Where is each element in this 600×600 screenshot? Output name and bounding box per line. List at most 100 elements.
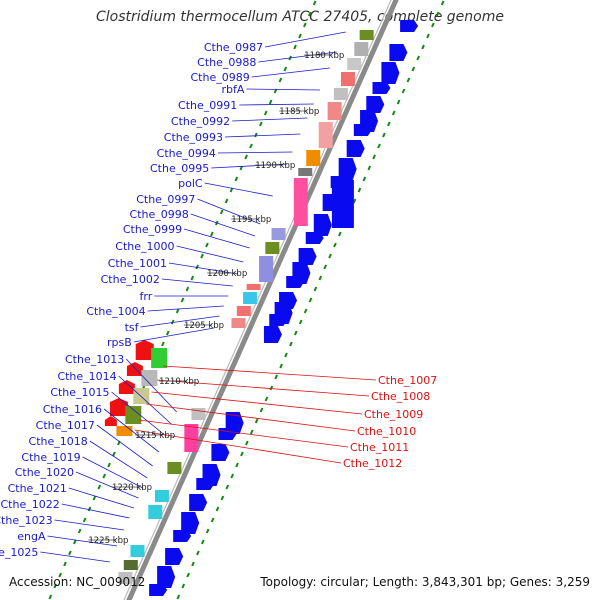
gene-label-forward[interactable]: engA <box>17 530 46 543</box>
dotted-track-outer <box>323 264 327 270</box>
cds-arrow-forward <box>372 82 391 94</box>
cds-arrow-reverse <box>104 416 117 426</box>
gene-label-forward[interactable]: Cthe_1001 <box>108 257 167 270</box>
dotted-track-inner <box>195 264 199 270</box>
dotted-track-inner <box>97 484 102 490</box>
gene-label-reverse[interactable]: Cthe_1010 <box>357 425 416 438</box>
dotted-track-outer <box>249 429 254 435</box>
gene-label-forward[interactable]: Cthe_1015 <box>50 386 109 399</box>
cds-arrow-forward <box>389 44 408 61</box>
gene-label-forward[interactable]: Cthe_0998 <box>130 208 189 221</box>
feature-block <box>340 72 355 86</box>
leader-line-forward <box>217 151 293 154</box>
gene-label-forward[interactable]: Cthe_0988 <box>197 56 256 69</box>
gene-label-forward[interactable]: Cthe_0995 <box>150 162 209 175</box>
cds-arrow-forward <box>298 248 317 265</box>
cds-arrow-forward <box>196 478 215 490</box>
gene-label-forward[interactable]: Cthe_1020 <box>15 466 74 479</box>
gene-label-forward[interactable]: tsf <box>125 321 140 334</box>
gene-label-reverse[interactable]: Cthe_1008 <box>371 390 430 403</box>
dotted-track-inner <box>102 473 106 479</box>
gene-label-forward[interactable]: Cthe_1016 <box>43 403 102 416</box>
leader-line-forward <box>96 424 153 467</box>
leader-line-forward <box>251 67 330 78</box>
leader-line-forward <box>183 228 250 249</box>
gene-label-forward[interactable]: rbfA <box>221 83 244 96</box>
gene-label-reverse[interactable]: Cthe_1011 <box>350 441 409 454</box>
feature-block <box>231 318 246 328</box>
dotted-track-outer <box>230 473 234 479</box>
gene-label-reverse[interactable]: Cthe_1012 <box>343 457 402 470</box>
gene-label-forward[interactable]: Cthe_0999 <box>123 223 182 236</box>
dotted-track-outer <box>225 484 230 490</box>
gene-label-forward[interactable]: Cthe_0992 <box>171 115 230 128</box>
gene-label-forward[interactable]: rpsB <box>107 336 132 349</box>
gene-label-forward[interactable]: Cthe_1014 <box>57 370 116 383</box>
dotted-track-inner <box>293 44 297 50</box>
dotted-track-outer <box>333 242 337 248</box>
gene-label-forward[interactable]: Cthe_1000 <box>115 240 174 253</box>
gene-label-forward[interactable]: Cthe_1013 <box>65 353 124 366</box>
gene-label-forward[interactable]: Cthe_1019 <box>21 451 80 464</box>
dotted-track-outer <box>338 231 342 237</box>
dotted-track-outer <box>362 176 367 182</box>
kbp-tick-label: 1220 kbp <box>112 483 152 493</box>
cds-arrow-forward <box>149 584 168 596</box>
gene-label-forward[interactable]: Cthe_1021 <box>8 482 67 495</box>
feature-block <box>259 256 274 282</box>
dotted-track-inner <box>82 517 87 523</box>
gene-label-forward[interactable]: frr <box>140 290 153 303</box>
leader-line-forward <box>246 88 320 91</box>
dotted-track-outer <box>196 550 200 556</box>
topology-text: Topology: circular; <box>260 575 373 589</box>
cds-arrow-forward <box>269 314 288 326</box>
gene-label-forward[interactable]: Cthe_1022 <box>0 498 59 511</box>
gene-label-forward[interactable]: Cthe_0991 <box>178 99 237 112</box>
gene-label-forward[interactable]: Cthe_1002 <box>101 273 160 286</box>
gene-label-forward[interactable]: Cthe_1017 <box>36 419 95 432</box>
feature-block-reverse <box>116 426 133 436</box>
feature-block <box>327 102 342 120</box>
cds-arrow-forward <box>189 494 208 511</box>
dotted-track-inner <box>58 572 62 578</box>
dotted-track-outer <box>396 99 401 105</box>
gene-label-forward[interactable]: Cthe_1025 <box>0 546 38 559</box>
gene-label-forward[interactable]: Cthe_0987 <box>204 41 263 54</box>
gene-label-forward[interactable]: Cthe_0993 <box>164 131 223 144</box>
feature-block <box>306 150 321 166</box>
leader-line-forward <box>190 213 256 237</box>
gene-label-forward[interactable]: Cthe_0989 <box>191 71 250 84</box>
cds-arrow-forward <box>173 530 192 542</box>
gene-label-forward[interactable]: polC <box>178 177 203 190</box>
dotted-track-inner <box>307 11 312 17</box>
gene-label-forward[interactable]: Cthe_1018 <box>29 435 88 448</box>
gene-label-forward[interactable]: Cthe_0997 <box>136 193 195 206</box>
leader-line-reverse <box>139 419 349 448</box>
leader-line-forward <box>176 245 244 263</box>
dotted-track-outer <box>240 451 244 457</box>
cds-arrow-forward <box>181 512 200 534</box>
gene-label-reverse[interactable]: Cthe_1009 <box>364 408 423 421</box>
cds-arrow-forward <box>346 140 365 157</box>
leader-line-forward <box>125 358 177 413</box>
gene-label-forward[interactable]: Cthe_1023 <box>0 514 53 527</box>
backbone-main <box>126 0 399 600</box>
gene-label-forward[interactable]: Cthe_1004 <box>86 305 145 318</box>
kbp-tick-label: 1185 kbp <box>279 107 319 117</box>
leader-line-forward <box>168 262 239 275</box>
gene-label-forward[interactable]: Cthe_0994 <box>157 147 216 160</box>
kbp-tick-label: 1205 kbp <box>184 321 224 331</box>
feature-block <box>318 122 333 148</box>
feature-block <box>148 505 163 519</box>
dotted-track-inner <box>107 462 111 468</box>
dotted-track-outer <box>357 187 362 193</box>
leader-line-forward <box>89 440 148 479</box>
dotted-track-outer <box>205 528 210 534</box>
feature-block <box>154 490 169 502</box>
dotted-track-outer <box>391 110 396 116</box>
dotted-track-outer <box>298 319 303 325</box>
gene-label-reverse[interactable]: Cthe_1007 <box>378 374 437 387</box>
kbp-tick-label: 1215 kbp <box>135 431 175 441</box>
leader-line-forward <box>118 375 172 425</box>
feature-block <box>118 572 133 584</box>
